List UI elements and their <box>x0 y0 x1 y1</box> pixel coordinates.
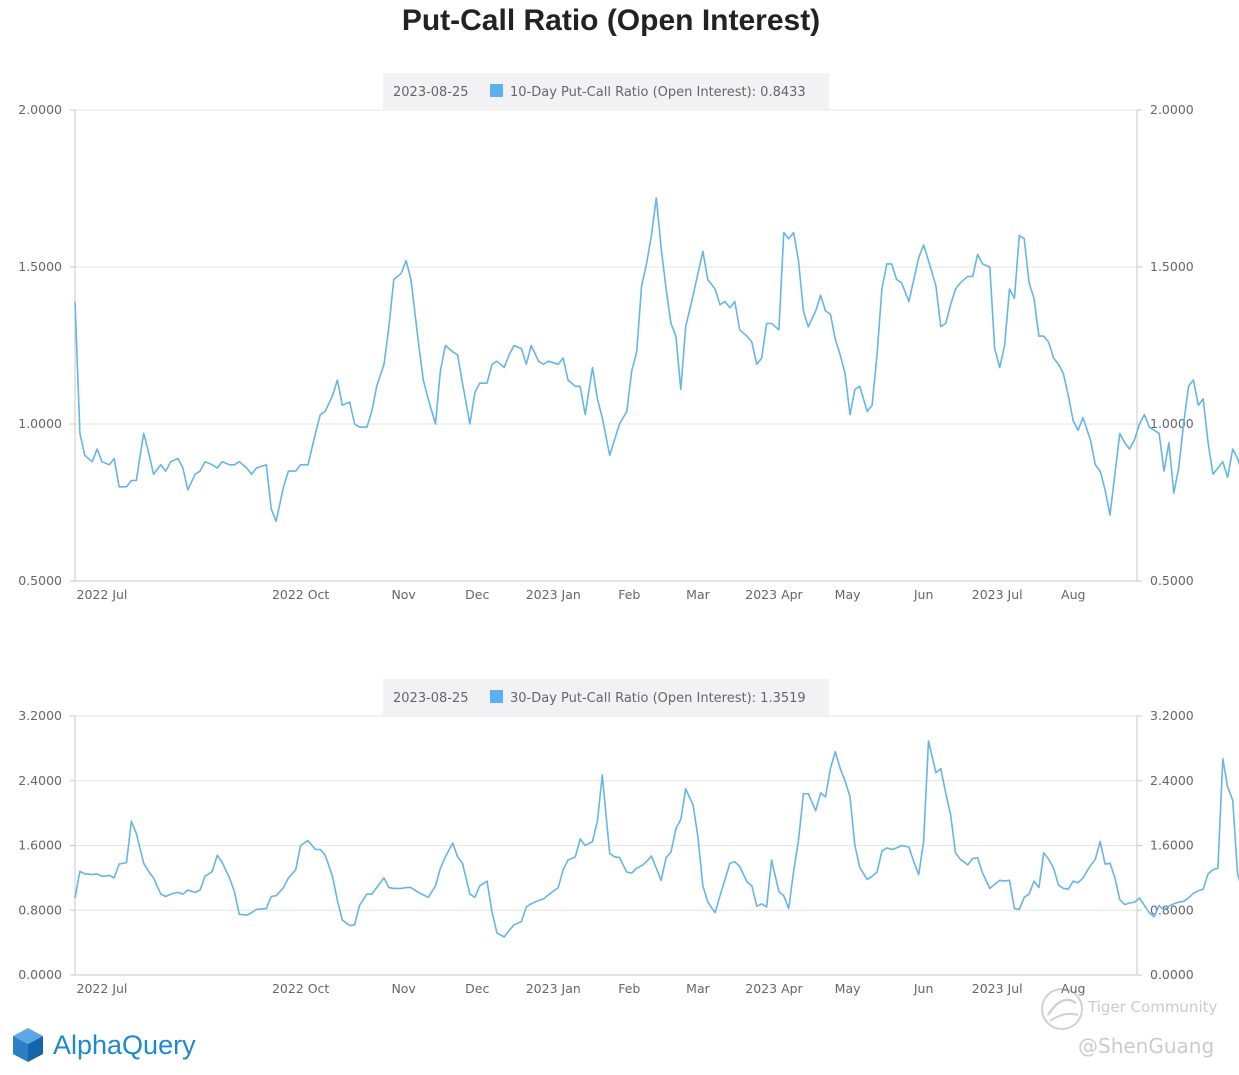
watermark-community: Tiger Community <box>1088 998 1218 1016</box>
y-tick-label-left: 0.5000 <box>18 573 62 588</box>
y-tick-label-left: 0.0000 <box>18 967 62 982</box>
x-tick-label: 2022 Oct <box>272 981 329 996</box>
watermark-user: @ShenGuang <box>1078 1034 1215 1058</box>
legend-label: 10-Day Put-Call Ratio (Open Interest): 0… <box>510 85 806 100</box>
y-tick-label-left: 2.4000 <box>18 773 62 788</box>
series-line[interactable] <box>74 197 1239 543</box>
cube-icon <box>13 1028 43 1062</box>
y-tick-label-right: 3.2000 <box>1150 708 1194 723</box>
legend-swatch <box>490 690 503 703</box>
legend-background <box>383 679 829 715</box>
x-tick-label: Nov <box>391 981 416 996</box>
x-tick-label: Mar <box>686 981 710 996</box>
x-tick-label: Jun <box>913 587 934 602</box>
tiger-community-logo-icon <box>1041 988 1083 1030</box>
x-tick-label: Nov <box>391 587 416 602</box>
x-tick-label: Aug <box>1061 981 1085 996</box>
brand-logo[interactable]: AlphaQuery <box>12 1025 196 1065</box>
x-tick-label: Feb <box>618 587 640 602</box>
x-tick-label: May <box>835 587 861 602</box>
x-tick-label: 2022 Oct <box>272 587 329 602</box>
x-tick-label: Aug <box>1061 587 1085 602</box>
y-tick-label-right: 1.0000 <box>1150 416 1194 431</box>
y-tick-label-left: 0.8000 <box>18 902 62 917</box>
y-tick-label-right: 0.5000 <box>1150 573 1194 588</box>
legend-date: 2023-08-25 <box>393 85 469 100</box>
legend-swatch <box>490 84 503 97</box>
x-tick-label: 2023 Apr <box>745 587 803 602</box>
legend-label: 30-Day Put-Call Ratio (Open Interest): 1… <box>510 691 806 706</box>
y-tick-label-left: 2.0000 <box>18 102 62 117</box>
y-tick-label-left: 3.2000 <box>18 708 62 723</box>
x-tick-label: 2023 Jan <box>526 981 581 996</box>
x-tick-label: 2023 Jul <box>972 587 1023 602</box>
x-tick-label: Feb <box>618 981 640 996</box>
legend: 2023-08-25 30-Day Put-Call Ratio (Open In… <box>383 679 829 715</box>
series-line[interactable] <box>74 740 1239 938</box>
y-tick-label-left: 1.5000 <box>18 259 62 274</box>
x-tick-label: Jun <box>913 981 934 996</box>
x-tick-label: 2023 Apr <box>745 981 803 996</box>
x-tick-label: 2022 Jul <box>77 981 128 996</box>
x-tick-label: Dec <box>465 981 489 996</box>
chart-30-day: 0.0000 0.0000 0.8000 0.8000 1.6000 1.6000 2.40… <box>18 679 1239 996</box>
x-tick-label: Dec <box>465 587 489 602</box>
page-title: Put-Call Ratio (Open Interest) <box>401 4 821 37</box>
legend-background <box>383 73 829 109</box>
y-tick-label-right: 2.4000 <box>1150 773 1194 788</box>
y-tick-label-left: 1.6000 <box>18 838 62 853</box>
y-tick-label-right: 2.0000 <box>1150 102 1194 117</box>
y-tick-label-right: 0.0000 <box>1150 967 1194 982</box>
y-tick-label-right: 0.8000 <box>1150 902 1194 917</box>
x-tick-label: 2022 Jul <box>77 587 128 602</box>
x-tick-label: 2023 Jan <box>526 587 581 602</box>
x-tick-label: 2023 Jul <box>972 981 1023 996</box>
y-tick-label-left: 1.0000 <box>18 416 62 431</box>
y-tick-label-right: 1.5000 <box>1150 259 1194 274</box>
brand-name: AlphaQuery <box>53 1029 196 1060</box>
legend-date: 2023-08-25 <box>393 691 469 706</box>
chart-10-day: 0.5000 0.5000 1.0000 1.0000 1.5000 1.5000 2.00… <box>18 73 1239 602</box>
x-tick-label: Mar <box>686 587 710 602</box>
y-tick-label-right: 1.6000 <box>1150 838 1194 853</box>
legend: 2023-08-25 10-Day Put-Call Ratio (Open In… <box>383 73 829 109</box>
x-tick-label: May <box>835 981 861 996</box>
